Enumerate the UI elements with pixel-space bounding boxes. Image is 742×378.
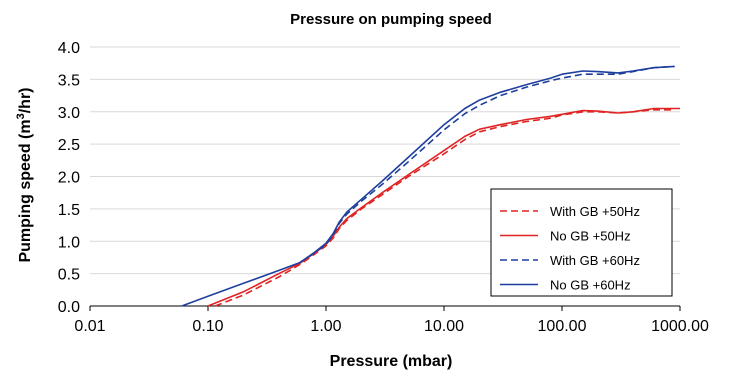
series-line-4 [181,65,675,307]
legend-box [490,188,673,297]
y-axis-ticks: 0.0 0.5 1.0 1.5 2.0 2.5 3.0 3.5 4.0 [58,40,80,316]
y-axis-title-superscript: 3 [15,113,27,119]
y-axis-title-end: /hr) [17,87,34,113]
legend: With GB +50Hz No GB +50Hz With GB +60Hz No … [490,188,673,297]
y-axis-title-main: Pumping speed (m [17,119,34,262]
x-tick-label: 0.10 [192,318,223,335]
x-tick-label: 1.00 [310,318,341,335]
x-tick-label: 10.00 [424,318,464,335]
legend-label-2: No GB +50Hz [550,229,631,244]
series-lines [181,65,680,307]
legend-label-1: With GB +50Hz [550,204,640,219]
y-tick-label: 2.0 [58,170,80,187]
y-axis-title: Pumping speed (m3/hr) [15,87,34,262]
series-line-1 [214,109,675,307]
y-tick-label: 3.0 [58,105,80,122]
y-tick-label: 1.5 [58,202,80,219]
chart-title: Pressure on pumping speed [290,11,492,28]
x-axis-ticks: 0.01 0.10 1.00 10.00 100.00 1000.00 [74,306,709,335]
legend-label-3: With GB +60Hz [550,253,640,268]
x-tick-label: 0.01 [74,318,105,335]
y-tick-label: 4.0 [58,40,80,57]
y-tick-label: 3.5 [58,72,80,89]
x-tick-label: 100.00 [538,318,587,335]
legend-label-4: No GB +60Hz [550,278,631,293]
x-axis-title: Pressure (mbar) [330,353,453,370]
x-tick-label: 1000.00 [651,318,709,335]
y-tick-label: 0.0 [58,299,80,316]
y-tick-label: 1.0 [58,234,80,251]
grid-lines [90,46,680,307]
y-tick-label: 0.5 [58,267,80,284]
y-tick-label: 2.5 [58,137,80,154]
